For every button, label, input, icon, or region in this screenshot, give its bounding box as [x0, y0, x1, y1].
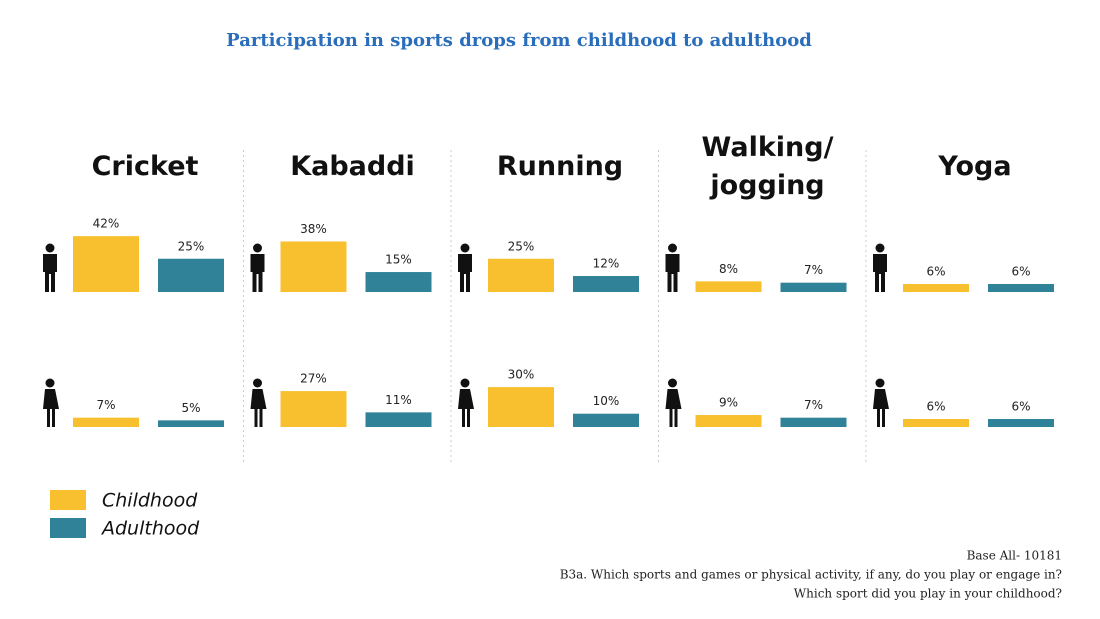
bar [903, 419, 969, 427]
value-label: 10% [593, 394, 620, 408]
bar [280, 391, 347, 427]
value-label: 9% [719, 396, 738, 410]
bar [365, 272, 432, 292]
bar [695, 281, 762, 292]
value-label: 11% [385, 393, 412, 407]
icon-head [460, 378, 470, 388]
value-label: 6% [1011, 400, 1030, 414]
female-icon [458, 378, 474, 427]
icon-body [873, 389, 889, 427]
value-label: 5% [181, 401, 200, 415]
icon-body [665, 389, 682, 427]
sport-heading: Yoga [938, 151, 1012, 182]
icon-body [250, 389, 267, 427]
chart-title: Participation in sports drops from child… [226, 30, 812, 51]
bar [573, 413, 639, 427]
value-label: 7% [96, 398, 115, 412]
legend-label: Childhood [102, 490, 198, 512]
value-label: 6% [1011, 265, 1030, 279]
icon-head [668, 243, 677, 253]
icon-head [45, 378, 55, 388]
bar [780, 417, 847, 427]
sport-heading: Running [496, 151, 624, 182]
icon-body [43, 389, 59, 427]
bar [488, 258, 554, 292]
value-label: 42% [93, 217, 120, 231]
male-icon [250, 243, 265, 292]
bar [365, 412, 432, 427]
sport-heading: Walking/ jogging [701, 132, 834, 201]
footnote: Which sport did you play in your childho… [794, 587, 1062, 601]
icon-body [873, 254, 887, 292]
bar [280, 241, 347, 292]
value-label: 30% [508, 368, 535, 382]
bar [73, 236, 139, 292]
icon-head [875, 378, 885, 388]
bar [158, 258, 224, 292]
icon-head [253, 378, 262, 388]
value-label: 6% [926, 265, 945, 279]
legend-swatch [50, 518, 86, 538]
value-label: 25% [178, 239, 205, 253]
female-icon [665, 378, 682, 427]
value-label: 8% [719, 262, 738, 276]
icon-body [458, 254, 472, 292]
bar [780, 282, 847, 292]
footnote: B3a. Which sports and games or physical … [560, 568, 1062, 582]
bar [988, 284, 1054, 292]
value-label: 27% [300, 372, 327, 386]
bar [158, 420, 224, 427]
value-label: 6% [926, 400, 945, 414]
legend-label: Adulthood [100, 518, 200, 540]
icon-head [45, 243, 55, 253]
value-label: 25% [508, 239, 535, 253]
female-icon [43, 378, 59, 427]
value-label: 38% [300, 222, 327, 236]
male-icon [665, 243, 680, 292]
icon-body [458, 389, 474, 427]
icon-head [253, 243, 262, 253]
value-label: 12% [593, 257, 620, 271]
bar [695, 415, 762, 427]
bar [488, 387, 554, 427]
icon-head [668, 378, 677, 388]
value-label: 15% [385, 253, 412, 267]
icon-body [43, 254, 57, 292]
sport-heading: Cricket [91, 151, 199, 182]
legend-swatch [50, 490, 86, 510]
male-icon [873, 243, 887, 292]
bar [988, 419, 1054, 427]
icon-body [665, 254, 680, 292]
icon-body [250, 254, 265, 292]
footnote: Base All- 10181 [967, 549, 1062, 563]
bar [573, 276, 639, 292]
value-label: 7% [804, 398, 823, 412]
bar [903, 284, 969, 292]
icon-head [460, 243, 470, 253]
male-icon [458, 243, 472, 292]
icon-head [875, 243, 885, 253]
sport-heading: Kabaddi [290, 151, 415, 182]
bar [73, 417, 139, 427]
value-label: 7% [804, 263, 823, 277]
male-icon [43, 243, 57, 292]
female-icon [250, 378, 267, 427]
female-icon [873, 378, 889, 427]
